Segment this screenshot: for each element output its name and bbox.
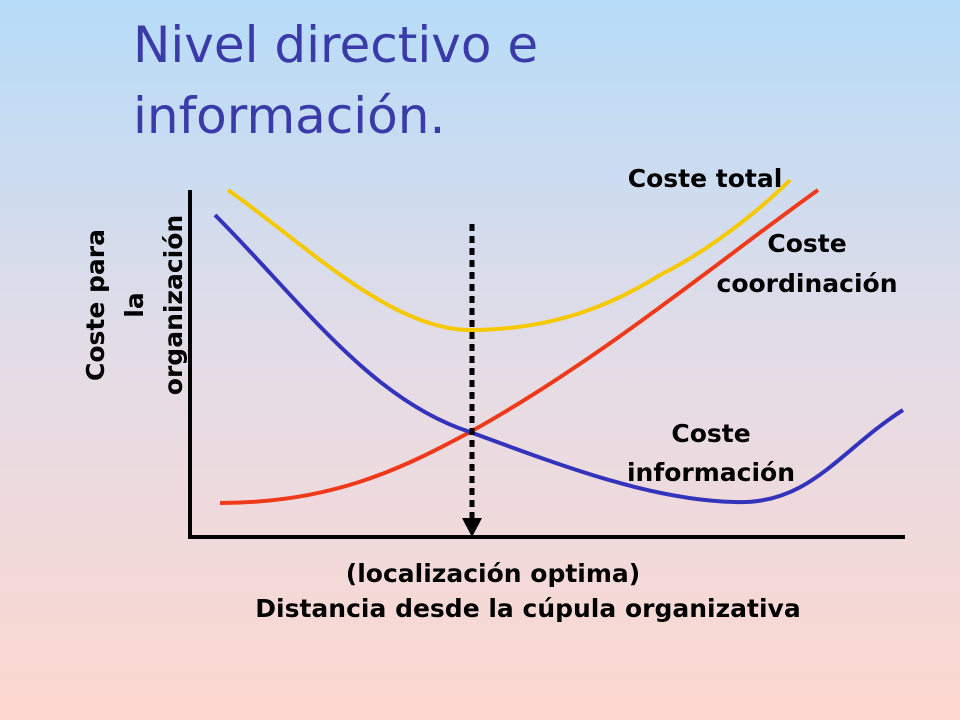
total-cost-curve (226, 178, 792, 333)
information-cost-curve (213, 213, 905, 505)
y-axis-label: la (120, 292, 149, 317)
curve-label: información (627, 458, 795, 487)
curve-label: coordinación (717, 269, 898, 298)
curve-label: Coste total (628, 164, 783, 193)
y-axis-label: organización (159, 215, 188, 395)
curve-label: Coste (767, 229, 846, 258)
curve-label: Coste (671, 419, 750, 448)
optimum-arrowhead (462, 518, 482, 537)
y-axis-label: Coste para (81, 229, 110, 381)
coordination-cost-curve (219, 188, 820, 505)
optimum-label: (localización optima) (346, 559, 640, 588)
title-line: Nivel directivo e (133, 16, 538, 74)
x-axis-label: Distancia desde la cúpula organizativa (255, 594, 800, 623)
title-line: información. (133, 87, 445, 145)
